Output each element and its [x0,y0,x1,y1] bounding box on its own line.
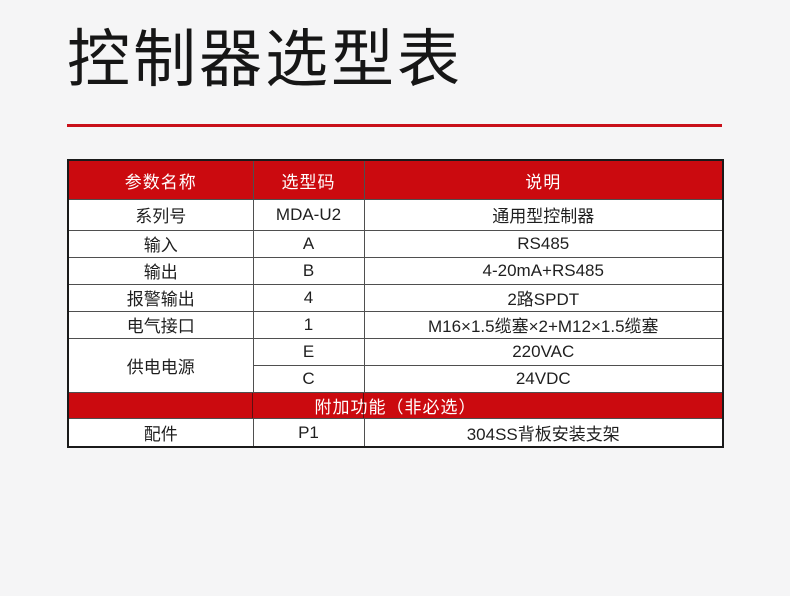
column-header-description: 说明 [363,159,724,200]
cell-series-desc: 通用型控制器 [363,198,724,231]
cell-electrical-param: 电气接口 [67,310,254,339]
cell-electrical-code: 1 [252,310,365,339]
cell-electrical-desc: M16×1.5缆塞×2+M12×1.5缆塞 [363,310,724,339]
cell-alarm-code: 4 [252,283,365,312]
cell-input-param: 输入 [67,229,254,258]
column-header-code: 选型码 [252,159,365,200]
cell-power-c-desc: 24VDC [363,364,724,393]
addon-section-banner-label: 附加功能（非必选） [314,397,477,417]
cell-accessory-param: 配件 [67,417,254,448]
cell-output-param: 输出 [67,256,254,285]
table-row-addon-banner: 附加功能（非必选） [67,391,724,419]
cell-power-e-desc: 220VAC [363,337,724,366]
controller-selection-table: 参数名称 选型码 说明 系列号 MDA-U2 通用型控制器 输入 A RS485… [67,159,724,449]
table-row-series: 系列号 MDA-U2 通用型控制器 [67,198,724,231]
table-row-electrical-interface: 电气接口 1 M16×1.5缆塞×2+M12×1.5缆塞 [67,310,724,339]
cell-power-e-code: E [252,337,365,366]
page-title: 控制器选型表 [67,25,463,95]
cell-accessory-code: P1 [252,417,365,448]
column-header-parameter: 参数名称 [67,159,254,200]
cell-power-c-code: C [252,364,365,393]
cell-input-code: A [252,229,365,258]
table-row-output: 输出 B 4-20mA+RS485 [67,256,724,285]
cell-alarm-param: 报警输出 [67,283,254,312]
table-header-row: 参数名称 选型码 说明 [67,159,724,200]
cell-input-desc: RS485 [363,229,724,258]
table-row-accessory: 配件 P1 304SS背板安装支架 [67,417,724,448]
addon-section-banner: 附加功能（非必选） [67,391,724,419]
cell-alarm-desc: 2路SPDT [363,283,724,312]
cell-accessory-desc: 304SS背板安装支架 [363,417,724,448]
table-row-alarm-output: 报警输出 4 2路SPDT [67,283,724,312]
cell-power-param: 供电电源 [67,337,254,393]
banner-column-divider-2 [363,393,364,418]
table-row-power-option-e: 供电电源 E 220VAC [67,337,724,393]
cell-output-code: B [252,256,365,285]
cell-series-code: MDA-U2 [252,198,365,231]
cell-series-param: 系列号 [67,198,254,231]
content-area: 控制器选型表 参数名称 选型码 说明 系列号 MDA-U2 通用型控制器 [67,0,724,449]
table-row-power-option-c: C 24VDC [68,364,724,393]
banner-column-divider-1 [252,393,253,418]
title-divider-rule [67,124,722,128]
table-row-input: 输入 A RS485 [67,229,724,258]
cell-output-desc: 4-20mA+RS485 [363,256,724,285]
